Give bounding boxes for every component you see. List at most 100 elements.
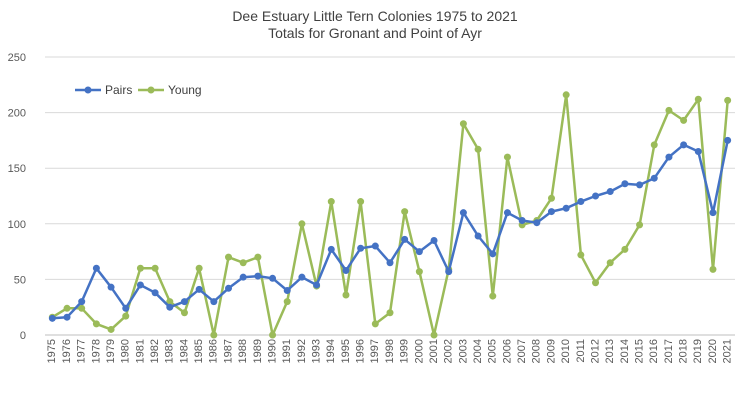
legend-marker: [84, 86, 92, 94]
x-tick-label: 2005: [487, 339, 499, 363]
x-tick-label: 2019: [692, 339, 704, 363]
y-tick-label: 0: [20, 330, 26, 342]
x-tick-label: 1983: [164, 339, 176, 363]
x-tick-label: 1976: [61, 339, 73, 363]
data-point: [195, 285, 203, 293]
x-tick-label: 1985: [193, 339, 205, 363]
x-tick-label: 1984: [178, 339, 190, 363]
data-point: [136, 264, 144, 272]
data-point: [254, 253, 262, 261]
data-point: [342, 291, 350, 299]
data-point: [386, 259, 394, 267]
data-point: [298, 273, 306, 281]
data-point: [269, 331, 277, 339]
x-tick-label: 2020: [707, 339, 719, 363]
data-point: [503, 153, 511, 161]
data-point: [166, 298, 174, 306]
x-tick-label: 1994: [325, 339, 337, 363]
data-point: [694, 95, 702, 103]
x-tick-label: 2002: [443, 339, 455, 363]
x-tick-label: 2004: [472, 339, 484, 363]
data-point: [180, 298, 188, 306]
legend: Pairs Young: [75, 83, 202, 97]
data-point: [313, 281, 321, 289]
data-point: [577, 251, 585, 259]
data-point: [136, 281, 144, 289]
data-point: [636, 221, 644, 229]
x-tick-label: 2001: [428, 339, 440, 363]
x-tick-label: 1986: [208, 339, 220, 363]
data-point: [357, 198, 365, 206]
data-point: [239, 273, 247, 281]
chart-title: Dee Estuary Little Tern Colonies 1975 to…: [232, 8, 518, 24]
x-tick-label: 1996: [355, 339, 367, 363]
x-tick-label: 1990: [266, 339, 278, 363]
x-tick-label: 1977: [76, 339, 88, 363]
data-point: [636, 181, 644, 189]
data-point: [518, 216, 526, 224]
y-tick-label: 100: [8, 219, 26, 231]
x-tick-label: 2000: [413, 339, 425, 363]
x-tick-label: 2008: [531, 339, 543, 363]
x-tick-label: 2012: [589, 339, 601, 363]
data-point: [665, 106, 673, 114]
data-point: [415, 268, 423, 276]
legend-label: Young: [168, 83, 202, 97]
x-tick-label: 1992: [296, 339, 308, 363]
data-point: [459, 209, 467, 217]
data-point: [122, 312, 130, 320]
x-tick-label: 1981: [134, 339, 146, 363]
data-point: [63, 313, 71, 321]
x-tick-label: 1991: [281, 339, 293, 363]
data-point: [562, 91, 570, 99]
y-tick-label: 150: [8, 163, 26, 175]
data-point: [650, 141, 658, 149]
data-point: [92, 320, 100, 328]
data-point: [694, 148, 702, 156]
data-point: [474, 145, 482, 153]
x-tick-label: 2011: [575, 339, 587, 363]
data-point: [401, 208, 409, 216]
x-tick-label: 2014: [619, 339, 631, 363]
data-point: [283, 298, 291, 306]
data-point: [650, 174, 658, 182]
data-point: [151, 289, 159, 297]
data-point: [371, 320, 379, 328]
x-tick-label: 1999: [399, 339, 411, 363]
data-point: [709, 209, 717, 217]
series-young: [48, 91, 732, 339]
data-point: [298, 220, 306, 228]
x-tick-label: 1978: [90, 339, 102, 363]
x-tick-label: 2009: [545, 339, 557, 363]
data-point: [78, 304, 86, 312]
x-tick-label: 2015: [633, 339, 645, 363]
x-tick-label: 1987: [222, 339, 234, 363]
data-point: [327, 245, 335, 253]
data-point: [430, 331, 438, 339]
data-point: [533, 219, 541, 227]
x-tick-label: 2010: [560, 339, 572, 363]
data-point: [503, 209, 511, 217]
data-point: [327, 198, 335, 206]
data-point: [78, 298, 86, 306]
data-point: [283, 287, 291, 295]
data-point: [151, 264, 159, 272]
legend-item-young: Young: [138, 83, 202, 97]
data-point: [180, 309, 188, 317]
x-tick-label: 1979: [105, 339, 117, 363]
data-point: [225, 253, 233, 261]
x-tick-label: 2021: [722, 339, 734, 363]
legend-label: Pairs: [105, 83, 132, 97]
data-point: [239, 259, 247, 267]
x-tick-label: 2007: [516, 339, 528, 363]
data-point: [107, 283, 115, 291]
data-point: [459, 120, 467, 128]
x-tick-label: 1995: [340, 339, 352, 363]
series-pairs: [48, 136, 732, 322]
x-tick-label: 2017: [663, 339, 675, 363]
data-point: [489, 250, 497, 258]
data-point: [680, 116, 688, 124]
x-tick-label: 1982: [149, 339, 161, 363]
